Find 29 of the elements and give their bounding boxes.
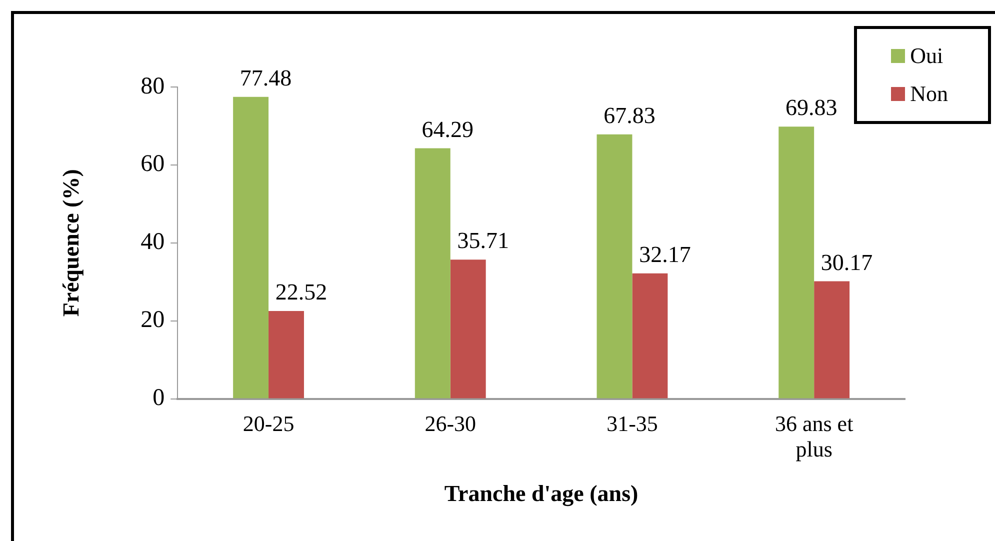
x-axis-title: Tranche d'age (ans) <box>444 481 638 508</box>
x-tick-label: 31-35 <box>606 411 658 436</box>
data-label: 77.48 <box>240 65 292 90</box>
data-label: 64.29 <box>422 116 474 142</box>
y-tick-label: 80 <box>140 73 165 100</box>
bar <box>596 134 632 398</box>
data-label: 67.83 <box>604 102 656 128</box>
legend-label: Oui <box>910 43 944 69</box>
data-label: 30.17 <box>820 250 873 275</box>
legend-label: Non <box>910 81 948 107</box>
y-tick-label: 20 <box>140 307 165 334</box>
bar <box>450 260 486 398</box>
bar <box>233 96 269 398</box>
bar <box>778 126 814 398</box>
data-label: 32.17 <box>639 242 691 267</box>
y-tick-label: 60 <box>140 151 165 178</box>
x-tick-label: 26-30 <box>424 411 476 436</box>
bar <box>414 148 450 398</box>
x-tick-label: 36 ans et plus <box>774 411 854 462</box>
data-label: 22.52 <box>275 280 328 305</box>
x-tick-label: 20-25 <box>242 411 294 436</box>
y-axis-title: Fréquence (%) <box>58 169 84 317</box>
y-tick-label: 40 <box>140 229 165 256</box>
bar <box>268 311 304 398</box>
data-label: 35.71 <box>457 228 509 254</box>
data-label: 69.83 <box>785 95 838 120</box>
y-tick-label: 0 <box>152 385 165 412</box>
bar <box>632 273 668 398</box>
bar <box>814 281 850 398</box>
